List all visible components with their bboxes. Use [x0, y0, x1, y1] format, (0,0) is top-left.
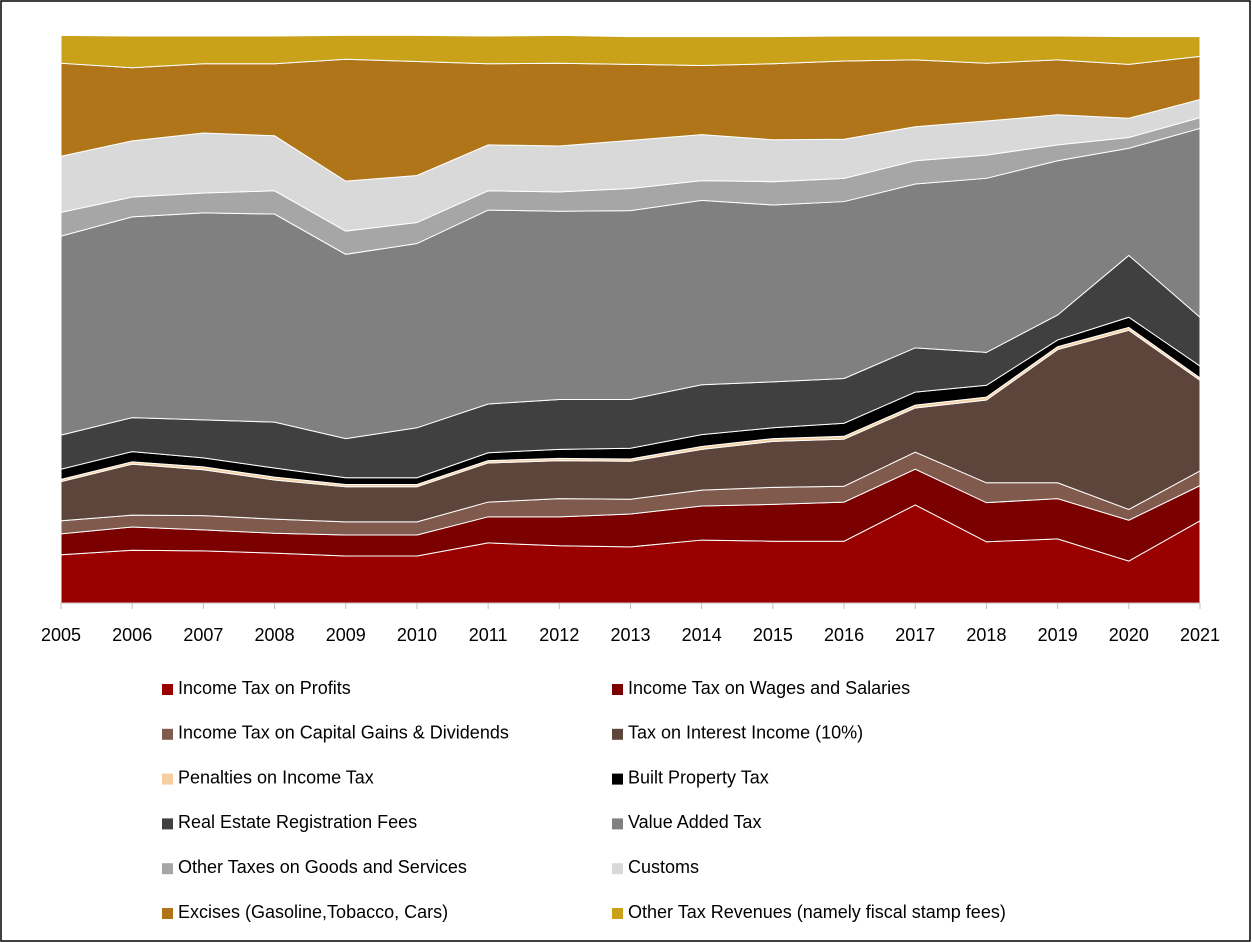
- x-tick-label: 2010: [397, 625, 437, 645]
- legend-label: Value Added Tax: [628, 812, 761, 832]
- legend-swatch: [162, 684, 173, 695]
- x-tick-label: 2017: [895, 625, 935, 645]
- legend-label: Built Property Tax: [628, 767, 769, 787]
- x-tick-label: 2009: [326, 625, 366, 645]
- legend-label: Income Tax on Capital Gains & Dividends: [178, 723, 509, 743]
- legend-label: Real Estate Registration Fees: [178, 812, 417, 832]
- x-tick-label: 2020: [1109, 625, 1149, 645]
- x-tick-label: 2014: [682, 625, 722, 645]
- x-tick-label: 2011: [469, 625, 508, 645]
- legend-swatch: [612, 863, 623, 875]
- legend-swatch: [162, 908, 173, 919]
- legend-swatch: [612, 818, 623, 830]
- x-tick-label: 2005: [41, 625, 81, 645]
- legend-label: Excises (Gasoline,Tobacco, Cars): [178, 902, 448, 922]
- x-tick-label: 2018: [966, 625, 1006, 645]
- x-tick-label: 2007: [183, 625, 223, 645]
- x-tick-label: 2019: [1038, 625, 1078, 645]
- legend-label: Other Taxes on Goods and Services: [178, 857, 467, 877]
- legend-label: Income Tax on Profits: [178, 678, 351, 698]
- legend-label: Other Tax Revenues (namely fiscal stamp …: [628, 902, 1006, 922]
- area: [60, 34, 1201, 69]
- x-tick-label: 2013: [610, 625, 650, 645]
- legend-swatch: [612, 908, 623, 919]
- legend-label: Penalties on Income Tax: [178, 767, 374, 787]
- x-tick-label: 2012: [539, 625, 579, 645]
- x-tick-label: 2006: [112, 625, 152, 645]
- legend-swatch: [162, 728, 173, 740]
- legend-label: Customs: [628, 857, 699, 877]
- x-tick-label: 2021: [1180, 625, 1220, 645]
- x-tick-label: 2008: [255, 625, 295, 645]
- legend-swatch: [612, 728, 623, 740]
- legend-swatch: [162, 818, 173, 830]
- legend-swatch: [612, 684, 623, 695]
- x-tick-label: 2015: [753, 625, 793, 645]
- legend-swatch: [162, 773, 173, 785]
- legend-label: Tax on Interest Income (10%): [628, 723, 863, 743]
- x-tick-label: 2016: [824, 625, 864, 645]
- legend-swatch: [612, 773, 623, 785]
- legend-label: Income Tax on Wages and Salaries: [628, 678, 910, 698]
- legend-swatch: [162, 863, 173, 875]
